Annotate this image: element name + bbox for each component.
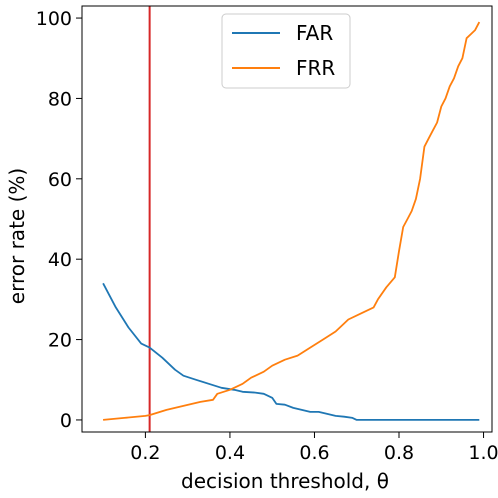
x-axis-label: decision threshold, θ [181, 469, 389, 493]
y-axis-ticks: 0 20 40 60 80 100 [36, 8, 82, 432]
legend: FAR FRR [221, 13, 351, 89]
y-tick-label: 80 [48, 88, 72, 110]
x-axis-ticks: 0.2 0.4 0.6 0.8 1.0 [130, 432, 498, 464]
x-tick-label: 0.4 [215, 442, 245, 464]
plot-frame [81, 5, 493, 433]
y-tick-label: 0 [60, 410, 72, 432]
y-tick-label: 60 [48, 169, 72, 191]
series-layer [102, 21, 481, 421]
y-tick-label: 100 [36, 8, 72, 30]
x-tick-label: 1.0 [468, 442, 498, 464]
x-tick-label: 0.6 [299, 442, 329, 464]
series-line-far [102, 282, 480, 421]
y-tick-label: 20 [48, 330, 72, 352]
y-axis-label: error rate (%) [5, 168, 29, 304]
series-line-frr [103, 21, 481, 421]
y-tick-label: 40 [48, 249, 72, 271]
axes-frame [81, 5, 493, 433]
x-tick-label: 0.2 [130, 442, 160, 464]
legend-label-frr: FRR [296, 56, 335, 80]
legend-label-far: FAR [296, 21, 333, 45]
x-tick-label: 0.8 [384, 442, 414, 464]
